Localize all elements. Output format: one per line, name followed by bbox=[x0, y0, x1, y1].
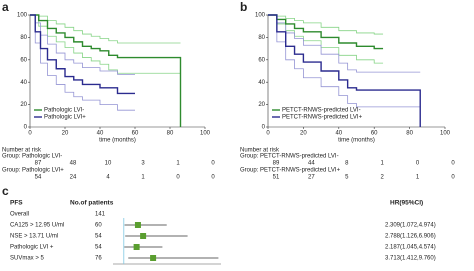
hr-label: 3.713(1.412,9.760) bbox=[385, 256, 436, 262]
x-tick-label: 40 bbox=[335, 131, 342, 137]
risk-group: Group: PETCT-RNWS-predicted LVI+ bbox=[240, 168, 341, 174]
y-tick-label: 40 bbox=[20, 80, 27, 86]
patients: 141 bbox=[95, 212, 106, 218]
y-tick-label: 80 bbox=[20, 35, 27, 41]
legend-label: PETCT-RNWS-predicted LVI+ bbox=[282, 115, 363, 121]
y-tick-label: 0 bbox=[262, 125, 266, 131]
risk-group: Group: PETCT-RNWS-predicted LVI- bbox=[240, 154, 339, 160]
patients: 54 bbox=[95, 245, 102, 251]
risk-group: Group: Pathologic LVI+ bbox=[2, 168, 64, 174]
survival-curve bbox=[268, 14, 421, 127]
risk-title: Number at risk bbox=[2, 148, 42, 154]
survival-curve bbox=[30, 14, 182, 127]
ci-curve bbox=[268, 14, 384, 35]
hr-point bbox=[150, 255, 157, 261]
y-tick-label: 100 bbox=[255, 13, 266, 19]
legend-label: Pathologic LVI- bbox=[44, 108, 84, 114]
row-label: Pathologic LVI + bbox=[10, 245, 54, 251]
y-tick-label: 20 bbox=[20, 102, 27, 108]
x-tick-label: 20 bbox=[300, 131, 307, 137]
risk-count: 27 bbox=[308, 175, 315, 181]
hr-point bbox=[140, 233, 147, 239]
ci-curve bbox=[30, 14, 181, 74]
x-tick-label: 100 bbox=[200, 131, 211, 137]
risk-count: 5 bbox=[345, 175, 349, 181]
header: No.of patients bbox=[70, 200, 114, 207]
risk-count: 1 bbox=[381, 161, 385, 167]
x-tick-label: 60 bbox=[371, 131, 378, 137]
hr-point bbox=[134, 222, 141, 228]
y-tick-label: 0 bbox=[24, 125, 28, 131]
ci-curve bbox=[30, 14, 135, 111]
risk-count: 51 bbox=[273, 175, 280, 181]
row-label: NSE > 13.71 U/ml bbox=[10, 234, 58, 240]
risk-count: 0 bbox=[451, 161, 455, 167]
risk-count: 4 bbox=[106, 175, 110, 181]
risk-count: 0 bbox=[211, 175, 215, 181]
risk-count: 2 bbox=[381, 175, 385, 181]
risk-count: 89 bbox=[273, 161, 280, 167]
hr-label: 2.187(1.045,4.574) bbox=[385, 245, 436, 251]
hr-label: 2.788(1.126,6.906) bbox=[385, 234, 436, 240]
x-tick-label: 60 bbox=[132, 131, 139, 137]
header: PFS bbox=[10, 200, 23, 207]
risk-count: 48 bbox=[70, 161, 77, 167]
risk-count: 1 bbox=[141, 175, 145, 181]
header: HR(95%CI) bbox=[390, 200, 423, 207]
ci-curve bbox=[30, 14, 181, 44]
y-tick-label: 80 bbox=[258, 35, 265, 41]
y-tick-label: 100 bbox=[17, 13, 28, 19]
risk-count: 0 bbox=[416, 161, 420, 167]
risk-count: 3 bbox=[141, 161, 145, 167]
risk-title: Number at risk bbox=[240, 148, 280, 154]
patients: 76 bbox=[95, 256, 102, 262]
row-label: SUVmax > 5 bbox=[10, 256, 45, 262]
y-tick-label: 60 bbox=[258, 57, 265, 63]
survival-curve bbox=[30, 14, 135, 95]
x-axis-label: time (months) bbox=[338, 138, 375, 144]
risk-count: 1 bbox=[416, 175, 420, 181]
x-axis-label: time (months) bbox=[99, 138, 136, 144]
panel-label: b bbox=[240, 0, 247, 14]
risk-count: 1 bbox=[176, 161, 180, 167]
ci-curve bbox=[268, 14, 384, 64]
risk-count: 8 bbox=[345, 161, 349, 167]
y-tick-label: 20 bbox=[258, 102, 265, 108]
x-tick-label: 80 bbox=[406, 131, 413, 137]
hr-label: 2.309(1.072,4.974) bbox=[385, 223, 436, 229]
hr-point bbox=[133, 244, 140, 250]
ci-curve bbox=[268, 14, 421, 108]
risk-count: 44 bbox=[308, 161, 315, 167]
legend-label: Pathologic LVI+ bbox=[44, 115, 86, 121]
risk-count: 0 bbox=[451, 175, 455, 181]
risk-count: 0 bbox=[176, 175, 180, 181]
y-tick-label: 60 bbox=[20, 57, 27, 63]
risk-count: 0 bbox=[211, 161, 215, 167]
risk-group: Group: Pathologic LVI- bbox=[2, 154, 62, 160]
risk-count: 54 bbox=[35, 175, 42, 181]
risk-count: 87 bbox=[35, 161, 42, 167]
y-tick-label: 40 bbox=[258, 80, 265, 86]
panel-label: c bbox=[2, 184, 9, 198]
risk-count: 10 bbox=[105, 161, 112, 167]
x-tick-label: 40 bbox=[97, 131, 104, 137]
patients: 54 bbox=[95, 234, 102, 240]
x-tick-label: 0 bbox=[266, 131, 270, 137]
patients: 60 bbox=[95, 223, 102, 229]
row-label: Overall bbox=[10, 212, 29, 218]
ci-curve bbox=[268, 14, 421, 73]
ci-curve bbox=[30, 14, 135, 75]
x-tick-label: 20 bbox=[62, 131, 69, 137]
x-tick-label: 80 bbox=[167, 131, 174, 137]
legend-label: PETCT-RNWS-predicted LVI- bbox=[282, 108, 361, 114]
x-tick-label: 100 bbox=[440, 131, 451, 137]
row-label: CA125 > 12.95 U/ml bbox=[10, 223, 64, 229]
x-tick-label: 0 bbox=[28, 131, 32, 137]
panel-label: a bbox=[2, 0, 9, 14]
survival-curve bbox=[268, 14, 384, 50]
risk-count: 24 bbox=[70, 175, 77, 181]
